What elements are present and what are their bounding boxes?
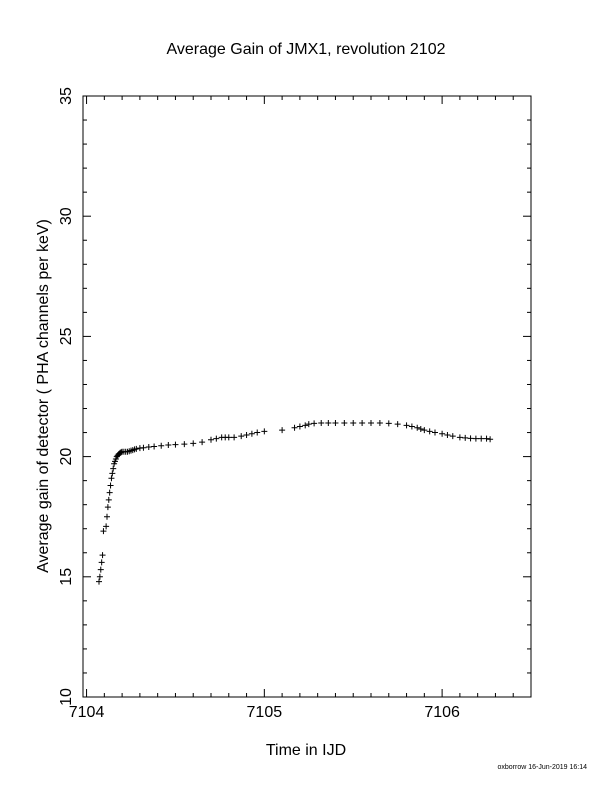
- data-point: [414, 424, 421, 431]
- y-tick-label: 35: [58, 87, 75, 105]
- data-point: [108, 475, 115, 482]
- data-point: [109, 470, 116, 477]
- data-point: [151, 443, 158, 450]
- y-axis-label: Average gain of detector ( PHA channels …: [35, 219, 52, 573]
- data-point: [248, 430, 255, 437]
- x-tick-label: 7106: [424, 704, 460, 721]
- data-point: [318, 419, 325, 426]
- data-point: [165, 442, 172, 449]
- data-points: [96, 419, 494, 585]
- data-point: [472, 435, 479, 442]
- data-point: [100, 528, 107, 535]
- x-tick-label: 7104: [69, 704, 105, 721]
- data-point: [421, 427, 428, 434]
- data-point: [225, 434, 232, 441]
- y-tick-label: 20: [58, 448, 75, 466]
- data-point: [279, 427, 286, 434]
- data-point: [487, 436, 494, 443]
- y-axis-ticks: 10 15 20 25 30 35: [58, 87, 531, 706]
- data-point: [439, 430, 446, 437]
- data-point: [104, 513, 110, 520]
- data-point: [408, 423, 415, 430]
- data-point: [110, 465, 117, 472]
- data-point: [133, 445, 140, 452]
- data-point: [478, 435, 485, 442]
- data-point: [238, 433, 245, 440]
- plot-frame: [82, 95, 532, 698]
- data-point: [106, 489, 113, 496]
- data-point: [172, 441, 179, 448]
- data-point: [467, 435, 474, 442]
- data-point: [302, 422, 309, 429]
- data-point: [376, 419, 383, 426]
- data-point: [444, 431, 451, 438]
- data-point: [104, 504, 111, 511]
- data-point: [426, 428, 433, 435]
- data-point: [208, 436, 214, 443]
- data-point: [432, 429, 438, 436]
- data-point: [158, 442, 165, 449]
- data-point: [449, 433, 456, 440]
- data-point: [394, 421, 401, 428]
- x-axis-ticks: 7104 7105 7106: [69, 96, 532, 721]
- data-point: [462, 434, 469, 441]
- data-point: [213, 435, 220, 442]
- data-point: [96, 578, 102, 585]
- data-point: [325, 419, 332, 426]
- chart-title: Average Gain of JMX1, revolution 2102: [167, 41, 446, 58]
- y-tick-label: 15: [58, 568, 75, 586]
- data-point: [341, 419, 348, 426]
- data-point: [311, 420, 318, 427]
- data-point: [332, 419, 339, 426]
- footer-stamp: oxborrow 16-Jun-2019 16:14: [497, 764, 587, 771]
- data-point: [96, 573, 103, 580]
- data-point: [140, 444, 147, 451]
- data-point: [368, 419, 374, 426]
- data-point: [97, 566, 104, 573]
- data-point: [417, 425, 424, 432]
- x-axis-label: Time in IJD: [266, 742, 346, 759]
- data-point: [103, 523, 110, 530]
- data-point: [261, 428, 268, 435]
- y-tick-label: 10: [58, 688, 75, 706]
- data-point: [243, 431, 250, 438]
- data-point: [305, 421, 312, 428]
- data-point: [385, 420, 392, 427]
- data-point: [403, 422, 410, 429]
- data-point: [145, 443, 152, 450]
- data-point: [199, 439, 206, 446]
- data-point: [107, 482, 114, 489]
- data-point: [296, 423, 303, 430]
- data-point: [483, 435, 490, 442]
- y-tick-label: 25: [58, 327, 75, 345]
- data-point: [231, 434, 238, 441]
- data-point: [99, 552, 106, 559]
- data-point: [350, 419, 357, 426]
- data-point: [359, 419, 366, 426]
- data-point: [181, 441, 188, 448]
- data-point: [98, 559, 105, 566]
- data-point: [291, 424, 298, 431]
- data-point: [105, 496, 112, 503]
- data-point: [254, 429, 261, 436]
- data-point: [456, 434, 463, 441]
- data-point: [190, 440, 197, 447]
- x-tick-label: 7105: [247, 704, 283, 721]
- y-tick-label: 30: [58, 207, 75, 225]
